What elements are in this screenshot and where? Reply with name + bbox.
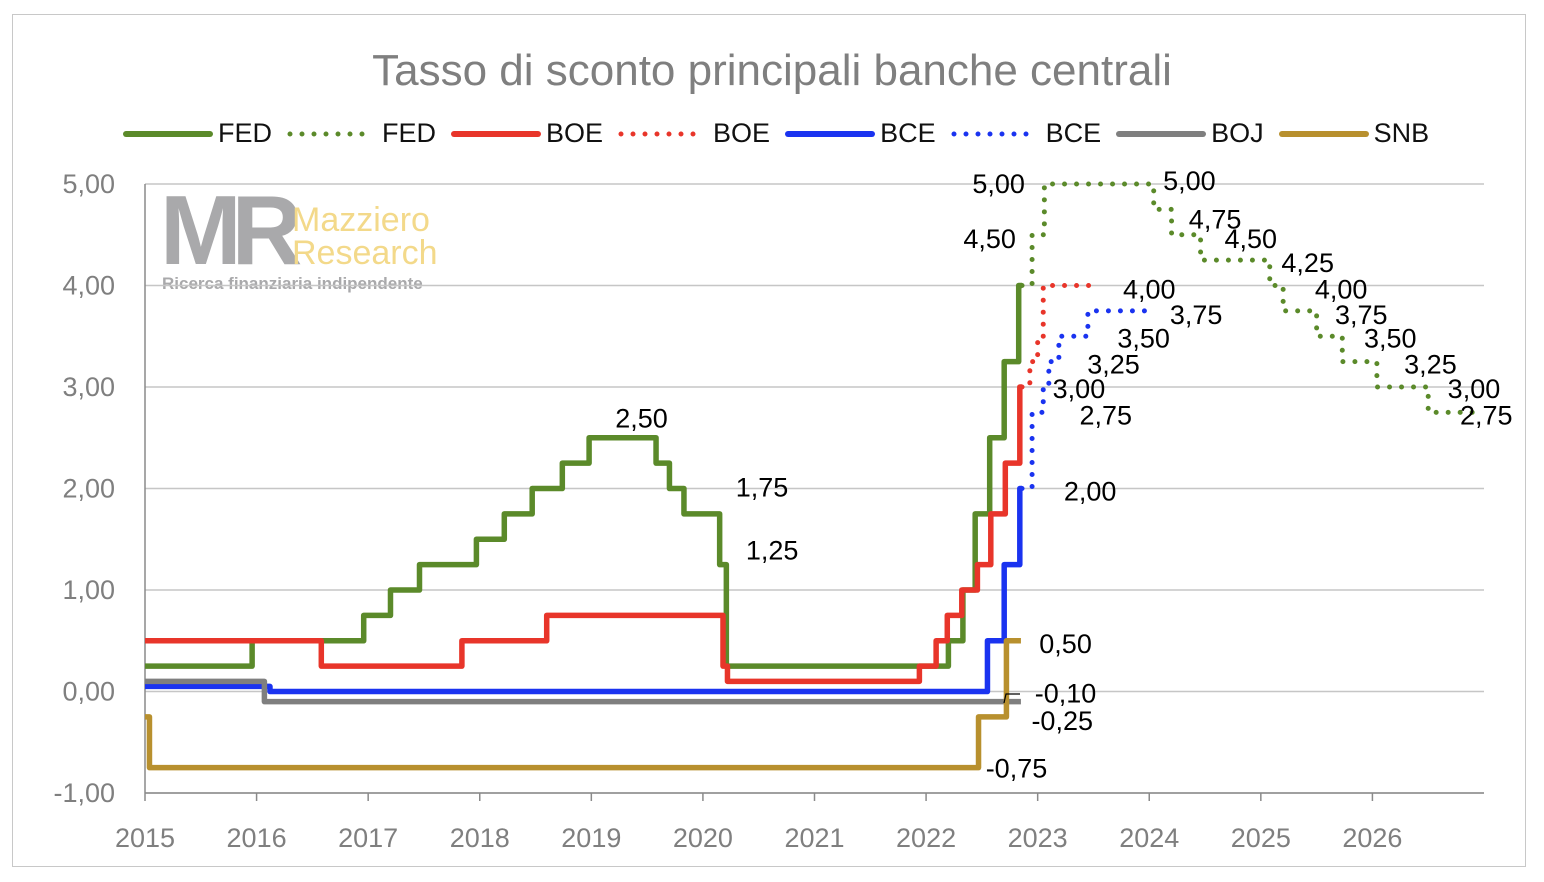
legend-swatch: [1278, 130, 1369, 137]
legend-label: BOE: [546, 118, 604, 148]
data-label: 4,25: [1281, 248, 1334, 278]
y-tick-label: 2,00: [62, 474, 115, 504]
legend-label: FED: [382, 118, 436, 148]
x-tick-label: 2022: [896, 823, 956, 853]
x-tick-label: 2020: [673, 823, 733, 853]
logo-monogram: MR: [160, 175, 302, 285]
legend-swatch: [1116, 130, 1207, 137]
data-label: 2,75: [1079, 400, 1132, 430]
legend-swatch: [287, 131, 377, 136]
y-tick-label: 0,00: [62, 677, 115, 707]
legend-label: FED: [218, 118, 272, 148]
x-tick-label: 2018: [450, 823, 510, 853]
data-label: 3,75: [1335, 300, 1388, 330]
x-tick-label: 2015: [115, 823, 175, 853]
x-tick-label: 2023: [1008, 823, 1068, 853]
y-tick-label: 3,00: [62, 372, 115, 402]
logo-name-line2: Research: [292, 234, 438, 272]
data-label: 5,00: [1163, 166, 1216, 196]
legend-item-fed-solid: FED: [122, 118, 272, 149]
x-tick-label: 2016: [227, 823, 287, 853]
legend-swatch: [951, 131, 1041, 136]
chart-title: Tasso di sconto principali banche centra…: [372, 46, 1172, 95]
legend-swatch: [785, 130, 876, 137]
data-label: -0,25: [1031, 706, 1093, 736]
legend-item-fed-dotted: FED: [286, 118, 436, 149]
data-label: 3,50: [1364, 323, 1417, 353]
legend-label: BOE: [713, 118, 771, 148]
legend-swatch: [123, 130, 213, 137]
series-snb-solid: [145, 638, 1021, 771]
legend-item-bce-dotted: BCE: [950, 118, 1102, 149]
data-label: -0,10: [1035, 679, 1097, 709]
legend-swatch: [451, 130, 541, 137]
y-tick-label: 5,00: [62, 169, 115, 199]
chart-frame: [12, 14, 1526, 867]
legend-swatch: [618, 131, 708, 136]
legend-label: SNB: [1373, 118, 1430, 148]
series-bce-solid: [145, 485, 1023, 695]
series-boe-solid: [145, 384, 1023, 685]
data-label: 4,50: [963, 224, 1016, 254]
legend-label: BCE: [1045, 118, 1102, 148]
series-bce-dotted: [1019, 308, 1150, 491]
x-tick-label: 2017: [338, 823, 398, 853]
y-tick-label: 1,00: [62, 575, 115, 605]
data-label: 3,00: [1053, 374, 1106, 404]
x-tick-label: 2021: [784, 823, 844, 853]
legend-item-bce-solid: BCE: [784, 118, 936, 149]
y-tick-label: 4,00: [62, 271, 115, 301]
data-label: 3,00: [1448, 374, 1501, 404]
legend-item-boj-solid: BOJ: [1115, 118, 1264, 149]
legend-item-snb-solid: SNB: [1278, 118, 1430, 149]
x-tick-label: 2019: [561, 823, 621, 853]
logo-tagline: Ricerca finanziaria indipendente: [162, 274, 423, 293]
y-tick-label: -1,00: [53, 778, 115, 808]
label-leader-line: [1003, 693, 1020, 704]
series-fed-solid: [145, 282, 1023, 669]
data-label: 0,50: [1039, 629, 1092, 659]
x-tick-label: 2025: [1231, 823, 1291, 853]
logo-name-line1: Mazziero: [292, 201, 430, 239]
data-label: 2,00: [1064, 477, 1117, 507]
data-label: 4,00: [1315, 275, 1368, 305]
data-label: 1,25: [746, 535, 799, 565]
x-tick-label: 2024: [1119, 823, 1179, 853]
series-fed-dotted: [1019, 181, 1478, 415]
series-boe-dotted: [1019, 283, 1102, 390]
legend-item-boe-solid: BOE: [450, 118, 603, 149]
data-label: 3,25: [1404, 350, 1457, 380]
legend-label: BCE: [880, 118, 936, 148]
data-label: 3,25: [1087, 350, 1140, 380]
data-label: -0,75: [986, 754, 1048, 784]
data-label: 3,50: [1117, 323, 1170, 353]
data-label: 5,00: [972, 169, 1025, 199]
legend-label: BOJ: [1211, 118, 1264, 148]
data-label: 1,75: [736, 472, 789, 502]
legend-item-boe-dotted: BOE: [617, 118, 770, 149]
data-label: 2,75: [1460, 400, 1513, 430]
data-label: 4,00: [1123, 275, 1176, 305]
logo-name: Mazziero Research: [292, 201, 438, 272]
series-boj-solid: [145, 678, 1021, 705]
data-label: 4,50: [1225, 224, 1278, 254]
legend: FED FED BOE BOE BCE BCE BOJ SNB: [122, 118, 1443, 149]
data-label: 3,75: [1170, 300, 1223, 330]
data-label: 2,50: [615, 403, 668, 433]
data-label: 4,75: [1189, 205, 1242, 235]
x-tick-label: 2026: [1342, 823, 1402, 853]
